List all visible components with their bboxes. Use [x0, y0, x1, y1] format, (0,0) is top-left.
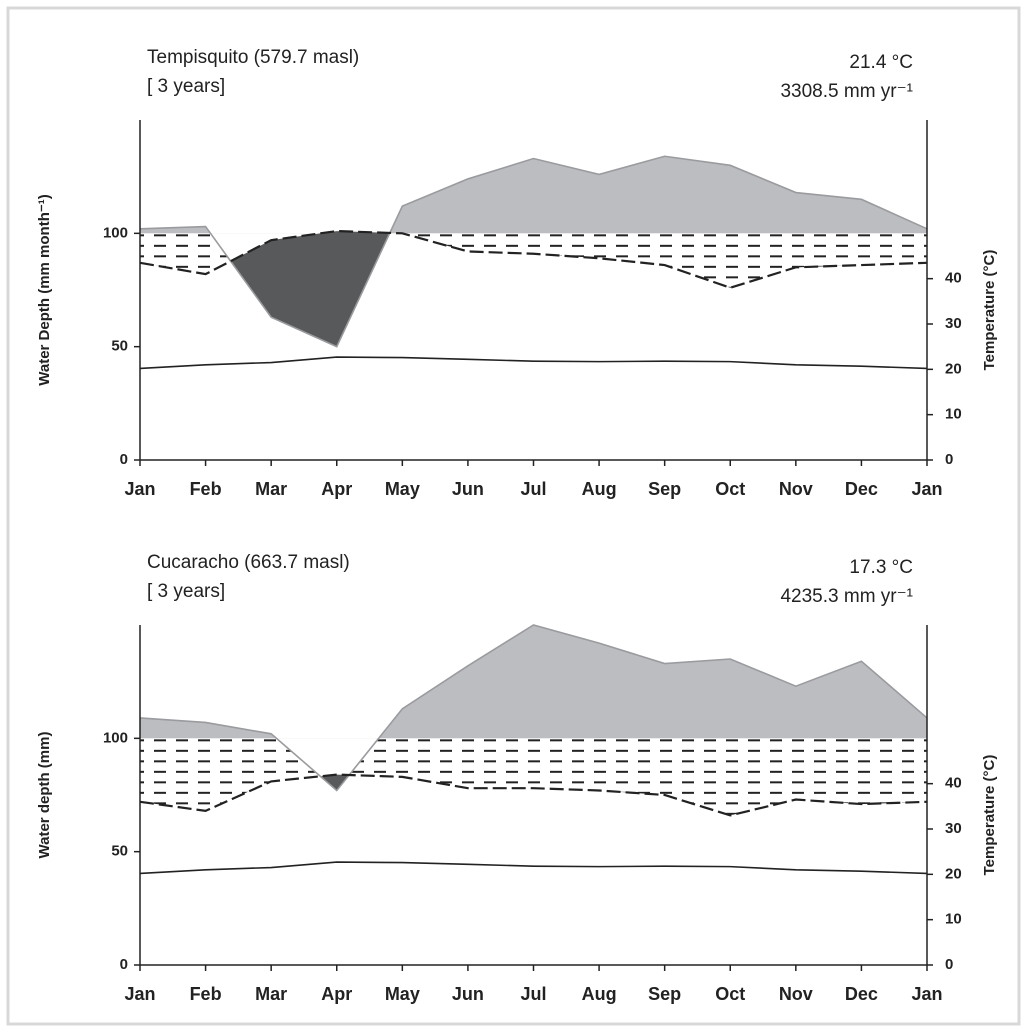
x-tick-label: May [385, 479, 420, 499]
annotation: 17.3 °C [849, 557, 913, 578]
x-tick-label: Jan [124, 984, 155, 1004]
y2-tick-label: 40 [945, 775, 962, 792]
y-axis-label: Water depth (mm) [36, 732, 53, 859]
x-tick-label: Feb [190, 984, 222, 1004]
x-tick-label: Jan [911, 984, 942, 1004]
y2-tick-label: 40 [945, 270, 962, 287]
surplus-area [140, 625, 927, 739]
y-tick-label: 0 [120, 956, 128, 973]
x-tick-label: Jul [520, 479, 546, 499]
temperature-line [139, 356, 928, 370]
y2-tick-label: 20 [945, 865, 962, 882]
y2-tick-label: 10 [945, 406, 962, 423]
x-tick-label: Apr [321, 479, 352, 499]
y2-tick-label: 0 [945, 956, 953, 973]
x-tick-label: Apr [321, 984, 352, 1004]
moist-area [140, 231, 927, 288]
x-tick-label: Nov [779, 479, 813, 499]
chart-title: Tempisquito (579.7 masl) [147, 47, 359, 68]
chart-subtitle: [ 3 years] [147, 76, 225, 97]
x-tick-label: Aug [582, 984, 617, 1004]
x-tick-label: Dec [845, 984, 878, 1004]
y-tick-label: 50 [111, 843, 128, 860]
x-tick-label: Mar [255, 984, 287, 1004]
x-tick-label: Oct [715, 984, 745, 1004]
y2-tick-label: 10 [945, 911, 962, 928]
y-tick-label: 100 [103, 224, 128, 241]
x-tick-label: Jan [124, 479, 155, 499]
x-tick-label: Jun [452, 984, 484, 1004]
y2-tick-label: 30 [945, 315, 962, 332]
x-tick-label: Nov [779, 984, 813, 1004]
x-tick-label: Sep [648, 479, 681, 499]
y2-tick-label: 20 [945, 360, 962, 377]
y-axis-label: Water Depth (mm month⁻¹) [36, 194, 53, 386]
x-tick-label: May [385, 984, 420, 1004]
y-tick-label: 0 [120, 451, 128, 468]
y2-axis-label: Temperature (°C) [981, 250, 998, 371]
evapotranspiration-line [139, 229, 928, 289]
x-tick-label: Feb [190, 479, 222, 499]
temperature-line [139, 861, 928, 875]
evapotranspiration-line [139, 773, 928, 817]
x-tick-label: Jun [452, 479, 484, 499]
y-tick-label: 50 [111, 338, 128, 355]
y-tick-label: 100 [103, 729, 128, 746]
x-tick-label: Oct [715, 479, 745, 499]
chart-subtitle: [ 3 years] [147, 581, 225, 602]
annotation: 21.4 °C [849, 52, 913, 73]
y2-tick-label: 0 [945, 451, 953, 468]
x-tick-label: Dec [845, 479, 878, 499]
x-tick-label: Mar [255, 479, 287, 499]
chart-title: Cucaracho (663.7 masl) [147, 552, 350, 573]
x-tick-label: Sep [648, 984, 681, 1004]
annotation: 3308.5 mm yr⁻¹ [780, 81, 913, 102]
x-tick-label: Jul [520, 984, 546, 1004]
x-tick-label: Aug [582, 479, 617, 499]
surplus-area [140, 156, 927, 234]
precipitation-line [139, 624, 928, 792]
y2-axis-label: Temperature (°C) [981, 755, 998, 876]
y2-tick-label: 30 [945, 820, 962, 837]
precipitation-line [139, 155, 928, 348]
annotation: 4235.3 mm yr⁻¹ [780, 586, 913, 607]
x-tick-label: Jan [911, 479, 942, 499]
